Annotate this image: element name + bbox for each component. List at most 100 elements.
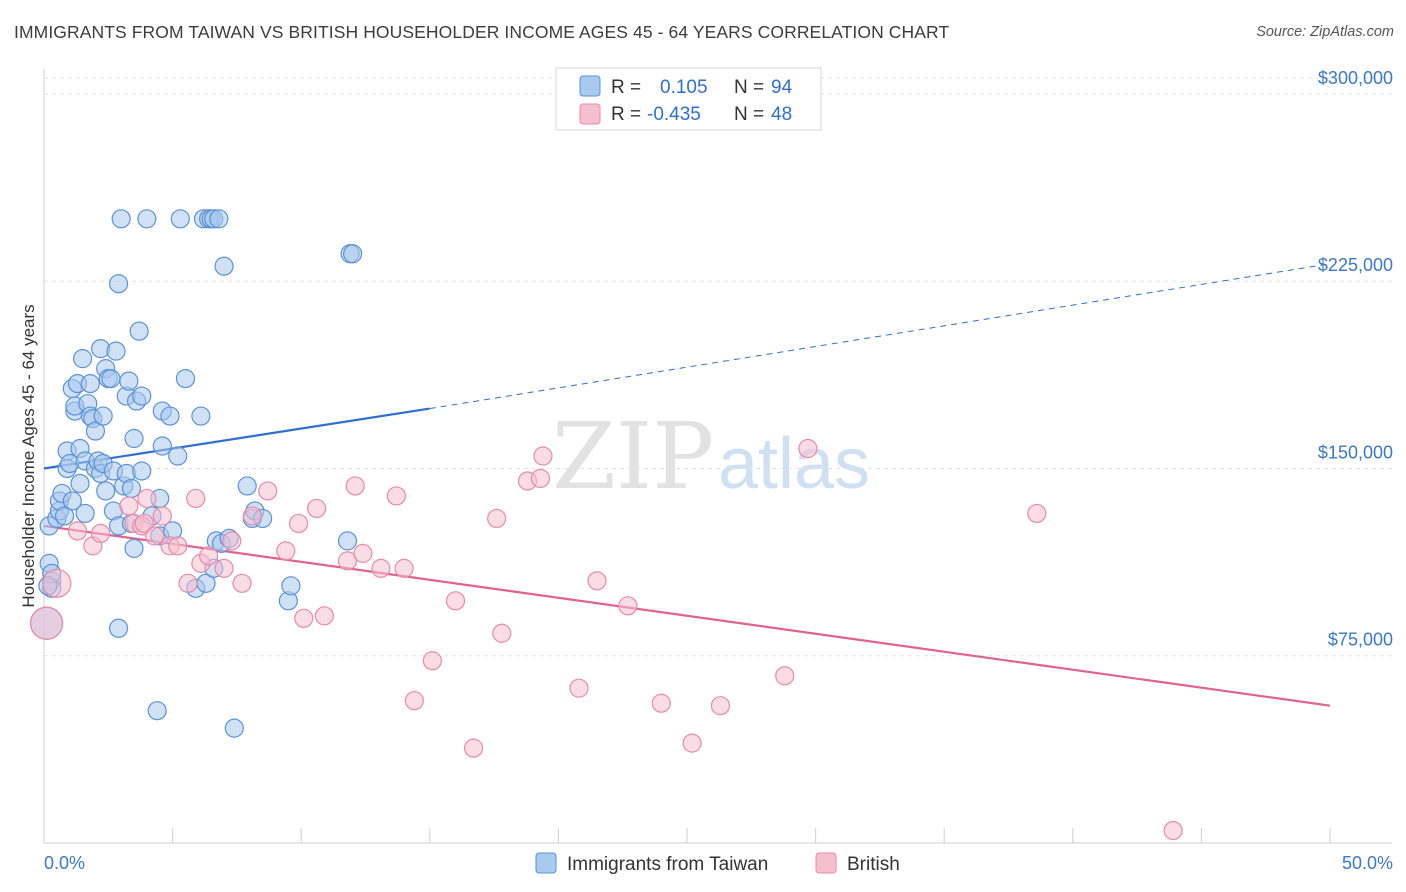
british-point — [394, 558, 414, 578]
taiwan-point — [124, 538, 144, 558]
british-point — [710, 696, 731, 716]
legend-r-value-taiwan: 0.105 — [660, 77, 708, 98]
british-point — [289, 513, 309, 534]
grid — [44, 77, 1392, 657]
british-point — [119, 496, 139, 516]
british-point — [144, 526, 165, 546]
taiwan-point — [343, 244, 363, 264]
taiwan-point — [106, 341, 126, 361]
british-point — [587, 571, 607, 591]
taiwan-point — [119, 371, 139, 391]
legend-n-label-taiwan: N = — [734, 77, 764, 98]
taiwan-point — [160, 406, 180, 426]
taiwan-point — [191, 406, 211, 426]
british-point — [232, 573, 252, 593]
y-tick-label-3: $300,000 — [1318, 68, 1393, 88]
taiwan-point — [54, 506, 75, 526]
british-point — [242, 506, 262, 526]
british-point — [1163, 820, 1183, 841]
taiwan-point — [214, 256, 234, 276]
taiwan-point — [237, 476, 257, 496]
bottom-legend-label-british: British — [847, 854, 900, 875]
taiwan-point — [70, 473, 90, 494]
taiwan-point — [72, 349, 93, 369]
taiwan-point — [101, 369, 121, 389]
legend-swatch-british — [579, 103, 601, 125]
legend-n-value-british: 48 — [771, 104, 792, 125]
taiwan-point — [96, 481, 116, 501]
british-point — [445, 591, 466, 611]
british-point — [178, 573, 198, 593]
taiwan-point — [108, 618, 129, 638]
legend-r-value-british: -0.435 — [647, 104, 701, 125]
british-point — [682, 733, 702, 753]
british-point — [42, 568, 72, 598]
legend-n-value-taiwan: 94 — [771, 77, 793, 98]
british-point — [775, 666, 795, 686]
british-point — [404, 691, 424, 711]
british-point — [276, 541, 296, 561]
british-trend — [43, 524, 1331, 707]
bottom-legend-label-taiwan: Immigrants from Taiwan — [567, 854, 768, 875]
y-axis-title: Householder Income Ages 45 - 64 years — [19, 304, 38, 607]
axes — [43, 69, 1392, 844]
taiwan-point — [93, 406, 113, 426]
taiwan-point — [121, 478, 142, 499]
british-point — [1027, 503, 1047, 524]
british-point — [67, 521, 88, 541]
taiwan-points — [29, 209, 363, 738]
watermark-atlas: atlas — [718, 424, 870, 504]
british-point — [199, 546, 219, 566]
british-point — [294, 608, 314, 628]
legend-r-label-taiwan: R = — [611, 77, 641, 98]
british-point — [651, 693, 671, 713]
taiwan-point — [75, 503, 95, 524]
british-point — [222, 531, 242, 551]
british-point — [314, 606, 334, 626]
british-point — [798, 438, 818, 459]
british-point — [569, 678, 589, 698]
british-point — [337, 551, 358, 571]
taiwan-point — [85, 421, 106, 441]
british-point — [137, 488, 157, 509]
chart-title: IMMIGRANTS FROM TAIWAN VS BRITISH HOUSEH… — [14, 22, 950, 42]
taiwan-point — [62, 491, 82, 511]
bottom-legend-swatch-british — [815, 852, 837, 874]
british-point — [533, 446, 553, 466]
british-points — [29, 438, 1183, 841]
british-point — [214, 558, 234, 578]
watermark-zip: ZIP — [552, 403, 714, 510]
taiwan-point — [281, 576, 301, 596]
x-tick-label-min: 0.0% — [44, 853, 85, 873]
british-point — [463, 738, 484, 758]
taiwan-point — [124, 428, 144, 449]
taiwan-point — [80, 373, 100, 394]
taiwan-point — [337, 531, 358, 551]
british-point — [530, 468, 550, 489]
british-point — [492, 623, 512, 643]
y-tick-label-1: $150,000 — [1318, 442, 1393, 462]
british-point — [168, 536, 188, 556]
british-point — [258, 481, 278, 501]
bottom-legend: Immigrants from Taiwan British — [535, 852, 900, 875]
taiwan-point — [108, 274, 129, 294]
taiwan-point — [137, 209, 157, 229]
british-point — [90, 523, 111, 544]
bottom-legend-swatch-taiwan — [535, 852, 557, 874]
british-point — [618, 596, 638, 616]
british-point — [371, 558, 391, 578]
british-point — [353, 543, 373, 563]
british-point — [386, 486, 406, 506]
taiwan-point — [168, 446, 188, 466]
british-point — [422, 651, 442, 671]
taiwan-point — [132, 386, 152, 406]
legend-swatch-taiwan — [579, 75, 601, 97]
taiwan-point — [170, 209, 190, 229]
british-point — [29, 606, 64, 640]
legend-r-label-british: R = — [611, 104, 641, 125]
taiwan-point — [132, 461, 152, 481]
taiwan-trend-dashed — [429, 263, 1331, 410]
british-point — [307, 498, 327, 519]
taiwan-point — [147, 701, 167, 721]
